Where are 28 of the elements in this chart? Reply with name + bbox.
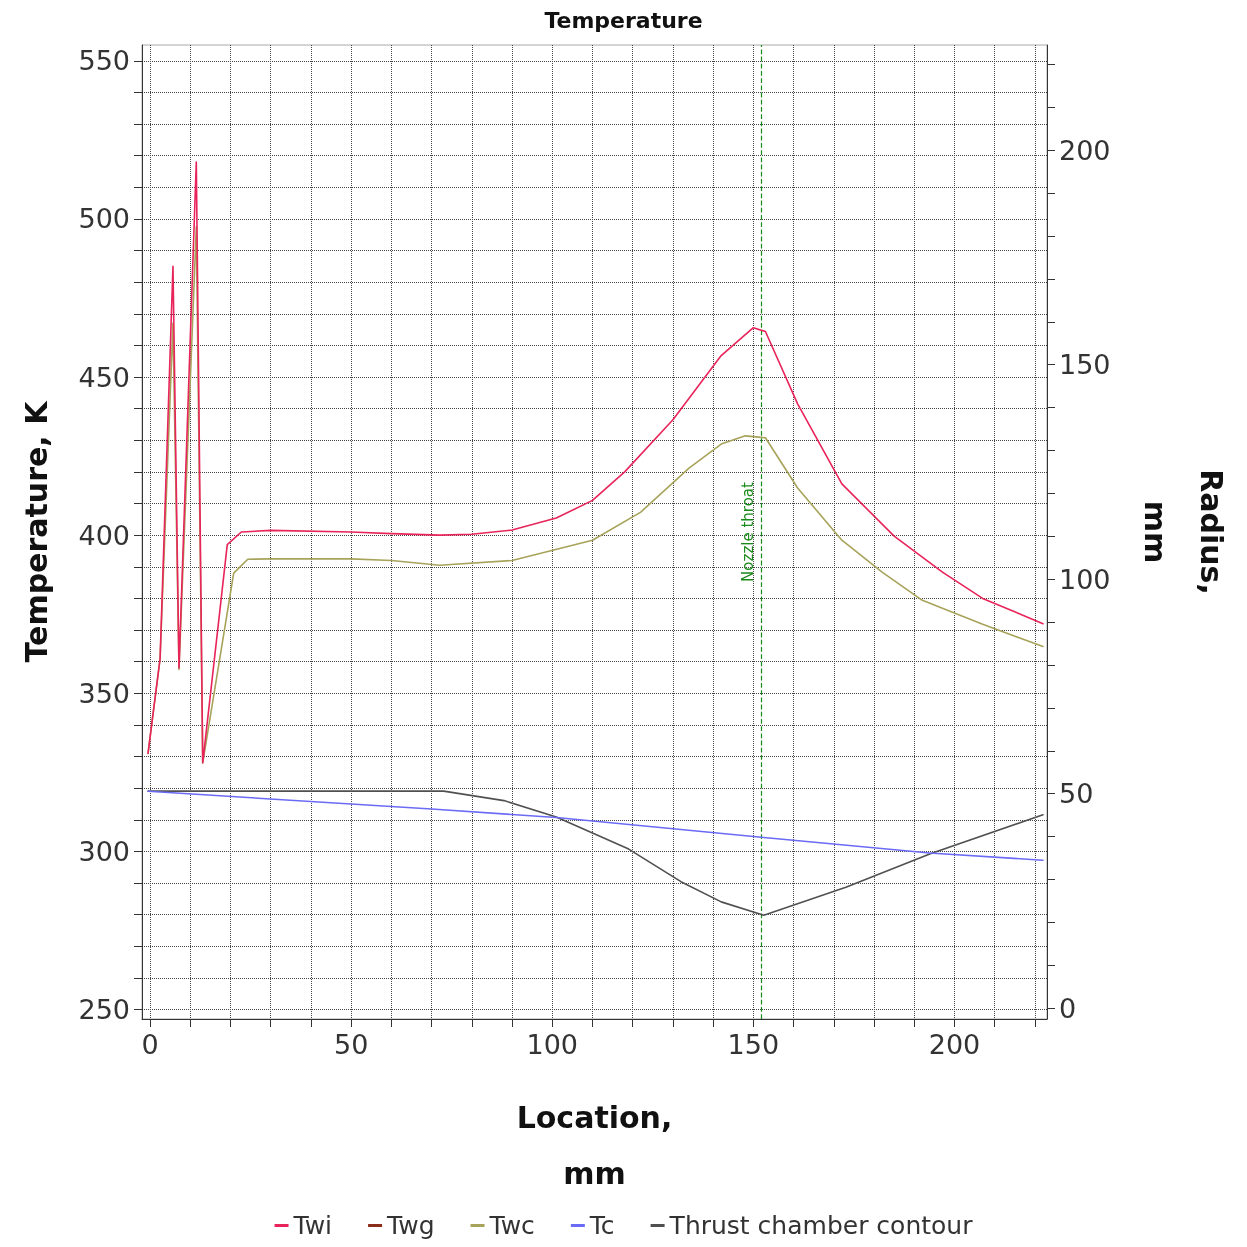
y2-tick-label: 0 [1059, 992, 1077, 1024]
y2-tick-label: 100 [1059, 563, 1111, 595]
x-tick-label: 100 [526, 1029, 579, 1060]
y-tick-label: 250 [78, 994, 130, 1026]
y-tick-label: 400 [78, 519, 130, 551]
x-tick-label: 0 [141, 1029, 159, 1060]
x-tick-label: 150 [727, 1029, 780, 1060]
y-tick-label: 500 [78, 203, 130, 235]
x-axis-title: Location, mm [516, 1099, 673, 1191]
chart-title: Temperature [544, 7, 703, 33]
y2-tick-label: 200 [1059, 134, 1111, 166]
y-tick-label: 550 [78, 45, 130, 77]
ref-line-label: Nozzle throat [738, 481, 757, 582]
y-tick-label: 300 [78, 835, 130, 867]
y2-tick-label: 50 [1059, 778, 1094, 810]
line-series [147, 790, 1044, 862]
y2-axis-title: Radius, mm [1137, 469, 1229, 595]
y-axis-title: Temperature, K [18, 399, 54, 663]
x-tick-label: 200 [928, 1029, 981, 1060]
legend-label: Tc [588, 1211, 615, 1240]
y2-tick-label: 150 [1059, 349, 1111, 381]
y-tick-label: 350 [78, 677, 130, 709]
legend-label: Twi [292, 1211, 333, 1240]
legend-label: Twg [386, 1211, 435, 1240]
y-tick-label: 450 [78, 361, 130, 393]
x-tick-label: 50 [333, 1029, 369, 1060]
legend-label: Twc [488, 1211, 535, 1240]
legend-label: Thrust chamber contour [668, 1211, 974, 1240]
